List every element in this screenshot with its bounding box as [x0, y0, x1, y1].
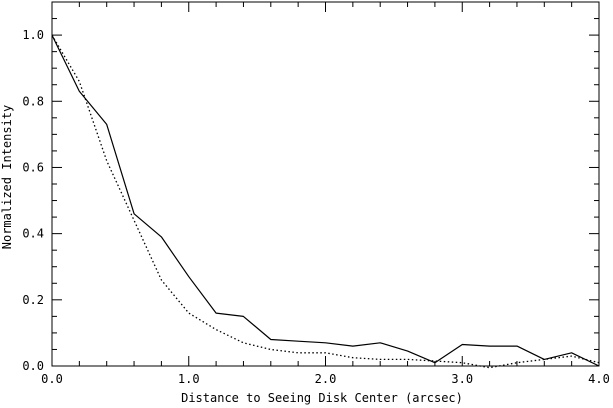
plot-border — [51, 1, 600, 367]
y-axis: 0.0 0.2 0.4 0.6 0.8 1.0 — [22, 1, 599, 373]
x-axis-label: Distance to Seeing Disk Center (arcsec) — [181, 391, 463, 405]
x-tick-label: 4.0 — [588, 372, 610, 386]
series-line-solid — [51, 34, 600, 367]
series-line-dotted — [51, 34, 600, 369]
x-tick-label: 1.0 — [178, 372, 200, 386]
series-layer — [51, 34, 600, 369]
y-tick-label: 0.8 — [22, 94, 44, 108]
plot-frame — [51, 1, 600, 367]
x-tick-label: 2.0 — [315, 372, 337, 386]
x-tick-label: 3.0 — [451, 372, 473, 386]
y-tick-label: 0.0 — [22, 359, 44, 373]
y-tick-label: 1.0 — [22, 28, 44, 42]
y-tick-label: 0.2 — [22, 293, 44, 307]
y-tick-label: 0.4 — [22, 227, 44, 241]
y-tick-label: 0.6 — [22, 160, 44, 174]
x-tick-label: 0.0 — [41, 372, 63, 386]
x-axis: 0.0 1.0 2.0 3.0 4.0 — [41, 2, 610, 386]
y-axis-label: Normalized Intensity — [0, 105, 14, 250]
